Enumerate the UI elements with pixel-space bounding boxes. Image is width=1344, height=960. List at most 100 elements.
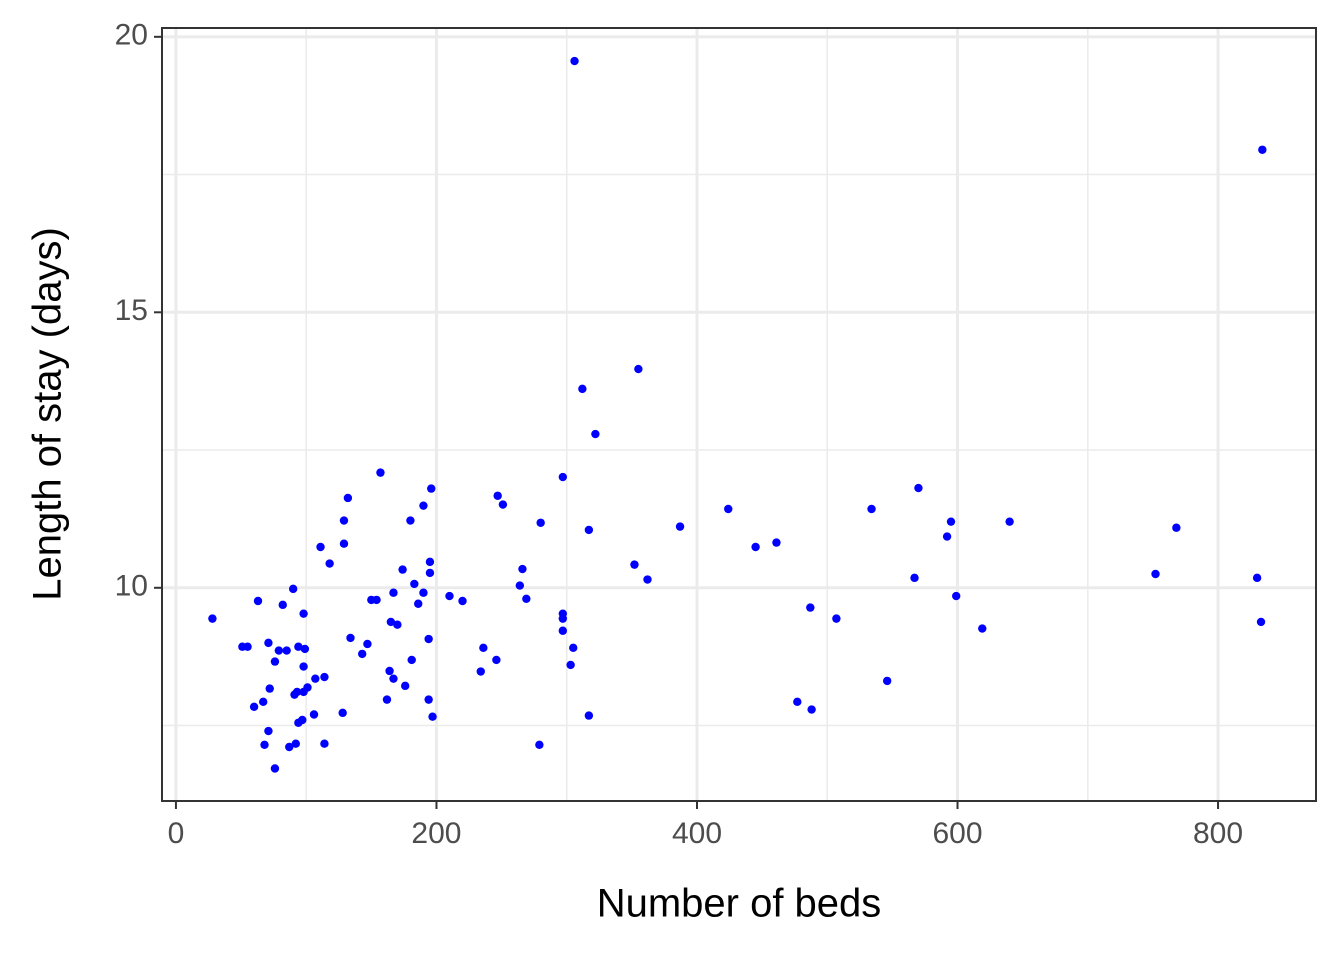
point <box>793 697 802 707</box>
point <box>325 559 334 568</box>
point <box>346 633 355 643</box>
point <box>393 620 402 629</box>
point <box>389 674 398 683</box>
point <box>264 638 273 648</box>
y-tick-label: 15 <box>115 294 148 327</box>
point <box>382 695 392 704</box>
point <box>522 594 531 603</box>
point <box>1151 569 1160 579</box>
point <box>282 646 291 655</box>
point <box>298 715 307 725</box>
y-tick-label: 20 <box>115 19 148 52</box>
point <box>249 702 259 711</box>
point <box>914 483 923 493</box>
point <box>407 655 416 665</box>
point <box>492 655 501 665</box>
point <box>285 742 294 752</box>
point <box>807 705 816 714</box>
point <box>338 708 347 718</box>
point <box>591 429 600 439</box>
point <box>320 672 329 682</box>
point <box>270 764 280 773</box>
point <box>419 501 428 510</box>
point <box>630 560 639 569</box>
point <box>316 542 325 552</box>
point <box>270 657 280 666</box>
point <box>265 684 274 693</box>
point <box>476 667 485 676</box>
point <box>376 468 385 477</box>
point <box>518 564 527 574</box>
point <box>578 384 587 394</box>
y-tick-label: 10 <box>115 570 148 603</box>
point <box>569 643 578 653</box>
point <box>428 712 437 721</box>
point <box>291 739 300 748</box>
x-tick-label: 800 <box>1193 817 1243 850</box>
point <box>806 603 815 612</box>
point <box>299 662 308 671</box>
point <box>424 695 433 704</box>
point <box>386 617 396 627</box>
point <box>558 626 568 635</box>
point <box>278 600 287 610</box>
point <box>398 565 407 574</box>
point <box>643 575 652 584</box>
point <box>339 516 349 525</box>
point <box>558 614 568 623</box>
point <box>1258 145 1267 154</box>
point <box>724 504 733 514</box>
point <box>1172 523 1181 532</box>
point <box>309 710 319 719</box>
point <box>751 542 760 552</box>
point <box>479 643 488 653</box>
panel-border <box>161 27 1317 802</box>
point <box>445 591 454 601</box>
point <box>424 634 433 644</box>
point <box>363 639 372 649</box>
point <box>558 472 568 482</box>
point <box>946 517 956 526</box>
x-tick-label: 200 <box>411 817 461 850</box>
point <box>410 579 419 589</box>
point <box>535 740 544 750</box>
point <box>311 674 320 683</box>
point <box>253 596 263 606</box>
point <box>320 739 329 748</box>
point <box>303 683 312 692</box>
point <box>498 500 508 509</box>
point <box>1256 617 1266 627</box>
point <box>978 624 987 633</box>
point <box>570 56 579 66</box>
y-axis-title: Length of stay (days) <box>26 227 70 601</box>
x-tick-label: 400 <box>672 817 722 850</box>
point <box>259 697 268 707</box>
point <box>425 557 435 567</box>
point <box>425 568 435 578</box>
point <box>419 588 428 597</box>
point <box>406 516 415 525</box>
point <box>274 646 284 655</box>
point <box>401 681 410 691</box>
point <box>882 676 892 686</box>
point <box>584 711 594 720</box>
point <box>675 522 685 531</box>
point <box>566 660 575 670</box>
point <box>515 581 525 590</box>
point <box>634 364 643 374</box>
point <box>458 596 467 606</box>
point <box>584 525 594 535</box>
point <box>288 584 298 594</box>
point <box>208 614 217 623</box>
point <box>294 642 303 651</box>
point <box>260 740 269 750</box>
point <box>942 532 952 541</box>
point <box>832 614 841 623</box>
point <box>358 649 367 659</box>
point <box>339 539 349 548</box>
point <box>372 595 381 605</box>
point <box>385 666 394 676</box>
point <box>343 493 353 503</box>
points <box>208 56 1267 773</box>
